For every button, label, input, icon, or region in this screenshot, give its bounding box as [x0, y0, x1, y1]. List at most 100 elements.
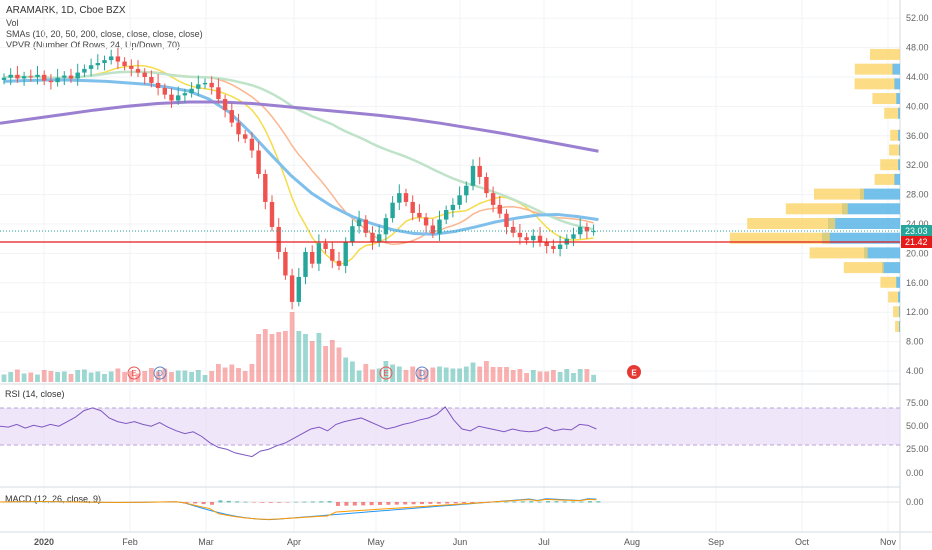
volume-bar — [21, 373, 27, 382]
price-axis[interactable]: 52.00 48.00 44.00 40.00 36.00 32.00 28.00 24.00… — [906, 13, 929, 376]
volume-bar — [142, 371, 148, 382]
candle-body — [68, 75, 74, 79]
candle-body — [363, 219, 368, 233]
price-tick-label: 8.00 — [906, 337, 924, 347]
volume-bar — [28, 372, 34, 382]
macd-hist-bar — [504, 501, 508, 503]
candle-body — [437, 219, 442, 234]
time-tick-label: Jun — [453, 537, 468, 547]
macd-hist-bar — [537, 501, 542, 503]
candle-body — [343, 241, 348, 266]
vpvr-row-down — [870, 48, 900, 60]
volume-bar — [175, 370, 181, 382]
candle-body — [430, 225, 435, 234]
time-tick-label: Jul — [538, 537, 550, 547]
last-price-badge — [901, 225, 932, 237]
candle-body — [229, 110, 234, 123]
candle-body — [417, 212, 422, 218]
vpvr-row-down — [893, 306, 900, 318]
time-tick-label: Nov — [880, 537, 897, 547]
candle-body — [390, 202, 395, 219]
vpvr-row-up — [882, 262, 900, 274]
macd-hist-bar — [252, 502, 256, 503]
macd-hist-bar — [554, 501, 559, 503]
volume-bar — [15, 369, 20, 382]
dividend-marker-may[interactable] — [415, 366, 429, 380]
volume-bar — [82, 369, 87, 382]
macd-hist-bar — [378, 502, 382, 505]
rsi-pane[interactable]: RSI (14, close) 75.00 50.00 25.00 0.00 — [0, 389, 929, 478]
candle-body — [176, 95, 181, 101]
macd-hist-bar — [394, 502, 399, 505]
earnings-marker-jan[interactable] — [127, 366, 141, 380]
vpvr-row-down — [785, 203, 848, 215]
candle-body — [216, 87, 221, 100]
upcoming-earnings-marker[interactable] — [627, 365, 641, 379]
volume-bar — [236, 368, 241, 382]
volume-bar — [169, 372, 174, 382]
indicator-vol[interactable]: Vol — [6, 18, 19, 28]
sma-10-line — [3, 64, 594, 265]
candle-body — [584, 226, 590, 232]
price-tick-label: 40.00 — [906, 101, 929, 111]
indicator-vpvr[interactable]: VPVR (Number Of Rows, 24, Up/Down, 70) — [6, 40, 180, 50]
macd-label: MACD (12, 26, close, 9) — [5, 494, 101, 504]
candle-body — [591, 231, 596, 233]
candle-body — [249, 138, 255, 151]
candle-body — [470, 165, 476, 186]
macd-hist-bar — [369, 502, 374, 506]
candle-body — [269, 201, 275, 227]
candle-body — [330, 248, 335, 261]
candles — [1, 47, 596, 310]
earnings-marker-may[interactable] — [379, 366, 393, 380]
candle-body — [531, 235, 536, 241]
price-tick-label: 44.00 — [906, 72, 929, 82]
volume-bar — [189, 372, 194, 382]
volume-bar — [383, 361, 389, 382]
vpvr-profile — [729, 48, 900, 332]
vpvr-row-up — [894, 173, 900, 185]
candle-body — [102, 60, 107, 64]
macd-hist-bar — [201, 502, 206, 505]
candle-body — [162, 88, 167, 95]
candle-body — [296, 276, 301, 302]
dividend-marker-feb[interactable] — [153, 366, 167, 380]
indicator-smas[interactable]: SMAs (10, 20, 50, 200, close, close, clo… — [6, 29, 203, 39]
time-tick-label: Oct — [795, 537, 810, 547]
time-tick-label: May — [367, 537, 385, 547]
candle-body — [95, 63, 100, 66]
volume-bar — [577, 369, 583, 382]
candle-body — [283, 251, 288, 276]
vpvr-row-up — [864, 247, 900, 259]
vpvr-row-down — [854, 78, 895, 90]
volume-bar — [363, 364, 369, 382]
macd-hist-bar — [428, 502, 433, 504]
volume-bar — [222, 367, 228, 382]
candle-body — [444, 210, 449, 220]
volume-bar — [443, 367, 449, 382]
candle-body — [149, 77, 154, 83]
macd-hist-bar — [436, 502, 441, 504]
volume-bar — [155, 371, 161, 382]
vpvr-row-down — [884, 107, 899, 119]
volume-bar — [457, 368, 462, 382]
candle-body — [578, 226, 583, 235]
candle-body — [450, 204, 456, 211]
macd-hist-bar — [562, 501, 567, 503]
symbol-title[interactable]: ARAMARK, 1D, Cboe BZX — [6, 5, 126, 16]
volume-bar — [262, 329, 268, 382]
volume-bar — [437, 366, 442, 382]
vpvr-row-down — [747, 218, 836, 229]
time-tick-label: Aug — [624, 537, 640, 547]
volume-bar — [403, 370, 409, 382]
price-tick-label: 32.00 — [906, 160, 929, 170]
volume-bar — [350, 361, 355, 382]
time-axis[interactable]: 2020 Feb Mar Apr May Jun Jul Aug Sep Oct Nov — [34, 537, 897, 547]
rsi-tick-75: 75.00 — [906, 398, 929, 408]
volume-bar — [249, 364, 255, 382]
macd-pane[interactable]: MACD (12, 26, close, 9) 0.00 — [0, 494, 924, 521]
volume-bar — [564, 369, 570, 382]
candle-body — [169, 94, 174, 101]
volume-bar — [584, 369, 590, 382]
